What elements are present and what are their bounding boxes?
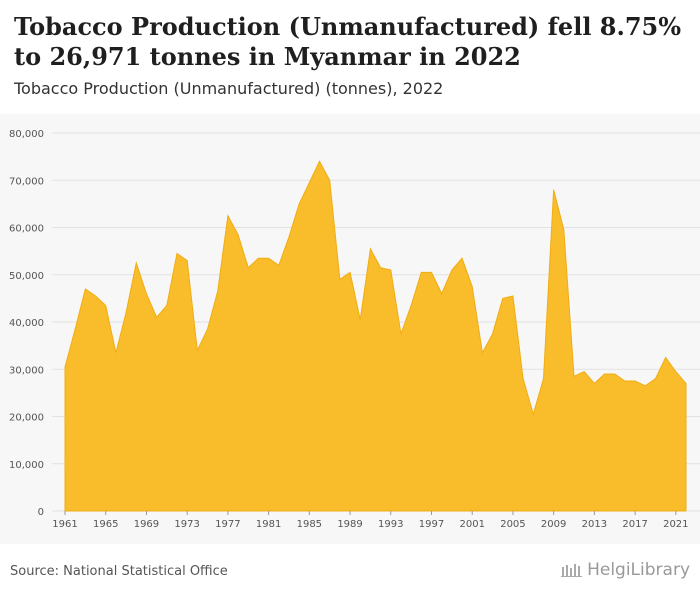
x-tick-label: 2009	[541, 519, 566, 530]
x-tick-label: 2021	[663, 519, 688, 530]
chart-subtitle: Tobacco Production (Unmanufactured) (ton…	[14, 79, 444, 98]
x-tick-label: 1973	[174, 519, 199, 530]
plot-area: 0 10,000 20,000 30,000 40,000 50,000 60,000 70,…	[0, 114, 700, 544]
y-tick-label: 80,000	[9, 129, 44, 140]
x-tick-label: 1997	[419, 519, 444, 530]
x-tick-label: 1993	[378, 519, 403, 530]
area-series	[64, 160, 687, 512]
library-icon	[561, 564, 583, 577]
y-tick-label: 50,000	[9, 271, 44, 282]
y-tick-label: 0	[38, 507, 44, 518]
y-axis-ticks: 0 10,000 20,000 30,000 40,000 50,000 60,000 70,…	[9, 129, 44, 518]
area-chart: 0 10,000 20,000 30,000 40,000 50,000 60,000 70,…	[9, 129, 700, 530]
x-tick-label: 1969	[134, 519, 159, 530]
brand-logo: HelgiLibrary	[561, 560, 690, 580]
y-tick-label: 10,000	[9, 460, 44, 471]
x-tick-label: 1981	[256, 519, 281, 530]
y-tick-label: 30,000	[9, 365, 44, 376]
source-note: Source: National Statistical Office	[10, 564, 228, 579]
x-tick-label: 1989	[337, 519, 362, 530]
x-tick-label: 2001	[459, 519, 484, 530]
x-tick-label: 1977	[215, 519, 240, 530]
x-tick-label: 2013	[582, 519, 607, 530]
x-tick-label: 2017	[622, 519, 647, 530]
x-axis-ticks: 1961 1965 1969 1973 1977 1981 1985 1989 1993 1997…	[52, 511, 689, 530]
series-area	[64, 160, 687, 512]
y-tick-label: 70,000	[9, 176, 44, 187]
y-tick-label: 20,000	[9, 413, 44, 424]
x-tick-label: 1985	[297, 519, 322, 530]
x-tick-label: 2005	[500, 519, 525, 530]
y-tick-label: 60,000	[9, 224, 44, 235]
x-tick-label: 1965	[93, 519, 118, 530]
brand-name: HelgiLibrary	[587, 560, 690, 580]
y-tick-label: 40,000	[9, 318, 44, 329]
x-tick-label: 1961	[52, 519, 77, 530]
chart-title: Tobacco Production (Unmanufactured) fell…	[14, 12, 682, 71]
